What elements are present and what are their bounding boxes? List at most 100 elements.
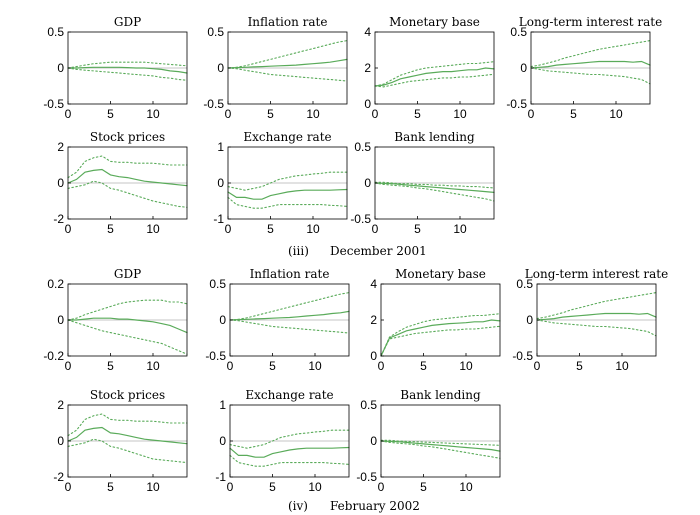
y-tick-label: -0.5 — [43, 97, 64, 111]
y-tick-label: 2 — [57, 398, 64, 412]
panel-title: Long-term interest rate — [519, 15, 662, 29]
y-tick-label: 0 — [219, 434, 226, 448]
y-tick-label: -0.5 — [512, 349, 533, 363]
x-tick-label: 5 — [570, 107, 577, 121]
upper-band-line — [536, 292, 657, 320]
lower-band-line — [227, 67, 348, 82]
upper-band-line — [227, 40, 348, 69]
panel-title: Monetary base — [395, 267, 486, 281]
x-tick-label: 5 — [576, 359, 583, 373]
y-tick-label: -1 — [215, 470, 226, 484]
y-tick-label: 0 — [217, 61, 224, 75]
x-tick-label: 10 — [453, 107, 467, 121]
lower-band-line — [374, 73, 495, 88]
x-tick-label: 0 — [372, 222, 379, 236]
x-tick-label: 0 — [225, 222, 232, 236]
x-tick-label: 0 — [378, 359, 385, 373]
upper-band-line — [380, 313, 501, 357]
y-tick-label: 0.5 — [354, 140, 371, 154]
upper-band-line — [229, 429, 350, 449]
panel-title: Monetary base — [389, 15, 480, 29]
x-tick-label: 0 — [227, 480, 234, 494]
x-tick-label: 10 — [146, 359, 160, 373]
y-tick-label: 1 — [217, 140, 224, 154]
panel-frame — [380, 283, 501, 357]
lower-band-line — [67, 67, 188, 81]
panel-title: Stock prices — [90, 388, 165, 402]
x-tick-label: 0 — [227, 359, 234, 373]
x-tick-label: 10 — [306, 222, 320, 236]
y-tick-label: 0.5 — [209, 277, 226, 291]
x-tick-label: 0 — [65, 107, 72, 121]
lower-band-line — [380, 440, 501, 459]
x-tick-label: 0 — [534, 359, 541, 373]
lower-band-line — [229, 454, 350, 467]
x-tick-label: 0 — [65, 222, 72, 236]
y-tick-label: -2 — [53, 470, 64, 484]
y-tick-label: 4 — [370, 277, 377, 291]
y-tick-label: 0 — [217, 176, 224, 190]
median-line — [536, 312, 657, 321]
y-tick-label: -2 — [53, 212, 64, 226]
x-tick-label: 10 — [459, 359, 473, 373]
upper-band-line — [67, 413, 188, 437]
median-line — [227, 188, 348, 200]
y-tick-label: 0 — [219, 313, 226, 327]
y-tick-label: -0.5 — [203, 97, 224, 111]
median-line — [374, 67, 495, 87]
lower-band-line — [227, 196, 348, 209]
section-iii-date: December 2001 — [330, 244, 427, 258]
lower-band-line — [229, 319, 350, 334]
median-line — [67, 317, 188, 334]
x-tick-label: 0 — [378, 480, 385, 494]
panel-title: Bank lending — [394, 130, 475, 144]
median-line — [229, 310, 350, 321]
y-tick-label: 0.2 — [47, 277, 64, 291]
lower-band-line — [67, 319, 188, 355]
x-tick-label: 10 — [609, 107, 623, 121]
upper-band-line — [67, 61, 188, 69]
y-tick-label: 0 — [57, 434, 64, 448]
x-tick-label: 10 — [146, 222, 160, 236]
y-tick-label: 0.5 — [360, 398, 377, 412]
median-line — [227, 58, 348, 69]
x-tick-label: 5 — [414, 222, 421, 236]
x-tick-label: 10 — [306, 107, 320, 121]
y-tick-label: 0 — [57, 61, 64, 75]
section-iv-date: February 2002 — [330, 499, 420, 513]
x-tick-label: 5 — [269, 480, 276, 494]
median-line — [67, 66, 188, 74]
y-tick-label: -0.5 — [356, 470, 377, 484]
y-tick-label: 0.5 — [516, 277, 533, 291]
x-tick-label: 5 — [420, 359, 427, 373]
x-tick-label: 10 — [308, 480, 322, 494]
x-tick-label: 10 — [308, 359, 322, 373]
panel-title: Stock prices — [90, 130, 165, 144]
y-tick-label: 2 — [370, 313, 377, 327]
y-tick-label: 0 — [364, 176, 371, 190]
y-tick-label: 0 — [370, 434, 377, 448]
median-line — [530, 60, 651, 69]
x-tick-label: 5 — [269, 359, 276, 373]
lower-band-line — [536, 319, 657, 337]
upper-band-line — [374, 61, 495, 87]
y-tick-label: 4 — [364, 25, 371, 39]
upper-band-line — [380, 439, 501, 446]
panel-frame — [374, 31, 495, 105]
lower-band-line — [530, 67, 651, 85]
x-tick-label: 0 — [65, 480, 72, 494]
median-line — [380, 319, 501, 357]
panel-2: Monetary base 4 2 00 5 10 — [364, 15, 495, 121]
x-tick-label: 0 — [372, 107, 379, 121]
